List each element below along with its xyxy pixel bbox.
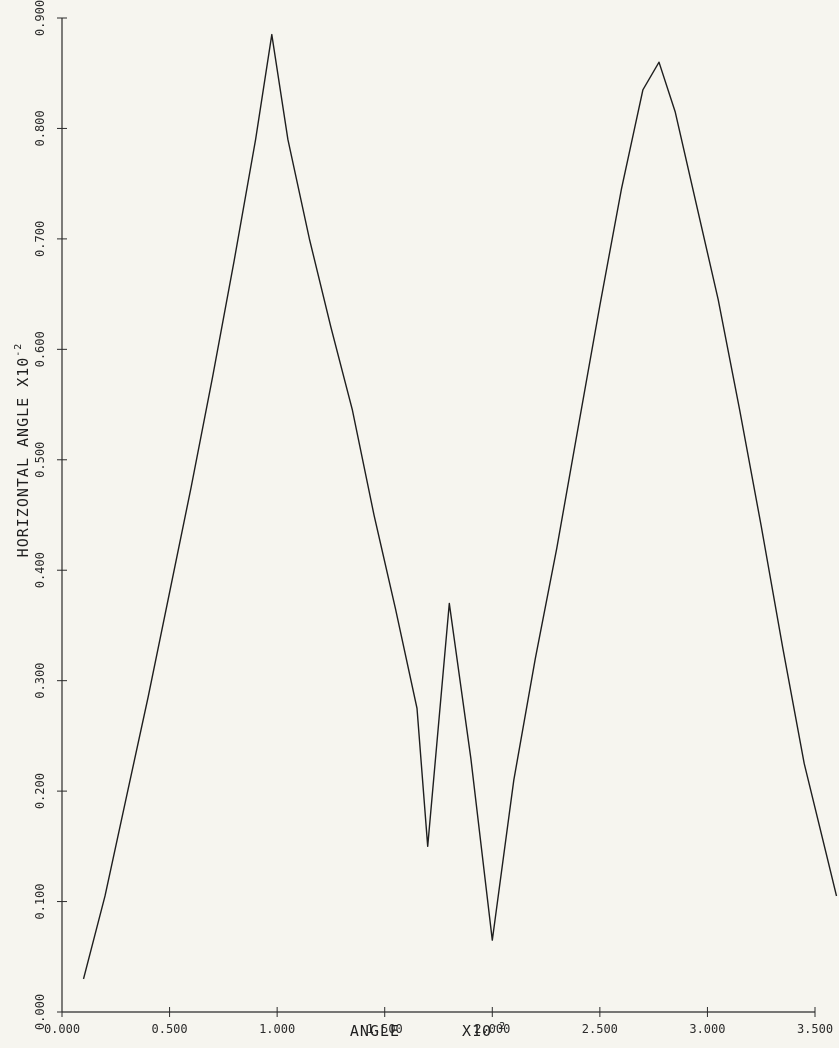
x-tick-label: 2.000 — [474, 1022, 510, 1036]
y-tick-label: 0.300 — [33, 663, 47, 699]
y-axis: 0.000 0.100 0.200 0.300 0.400 0.500 0.600 0.700… — [33, 0, 67, 1030]
y-tick-label: 0.700 — [33, 221, 47, 257]
y-axis-title-text: HORIZONTAL ANGLE X10 — [14, 357, 32, 558]
x-tick-label: 2.500 — [582, 1022, 618, 1036]
y-axis-title: HORIZONTAL ANGLE X10-2 — [13, 343, 32, 558]
series-line — [82, 33, 838, 980]
y-tick-label: 0.100 — [33, 883, 47, 919]
series-layer — [82, 33, 838, 980]
x-tick-label: 1.500 — [367, 1022, 403, 1036]
y-axis-title-exponent: -2 — [13, 343, 24, 357]
x-axis-scale: X10-2 — [462, 1021, 506, 1040]
x-axis-scale-exponent: -2 — [492, 1021, 506, 1032]
y-tick-label: 0.200 — [33, 773, 47, 809]
x-tick-label: 0.000 — [44, 1022, 80, 1036]
x-tick-label: 1.000 — [259, 1022, 295, 1036]
x-axis-scale-text: X10 — [462, 1022, 492, 1040]
y-tick-label: 0.900 — [33, 0, 47, 36]
x-tick-label: 3.000 — [689, 1022, 725, 1036]
x-axis-title: ANGLE — [350, 1022, 400, 1040]
x-tick-label: 3.500 — [797, 1022, 833, 1036]
x-tick-label: 0.500 — [152, 1022, 188, 1036]
y-tick-label: 0.600 — [33, 331, 47, 367]
x-axis: 0.000 0.500 1.000 1.500 2.000 2.500 3.000 3.500 — [44, 1007, 833, 1036]
y-tick-label: 0.000 — [33, 994, 47, 1030]
y-tick-label: 0.800 — [33, 110, 47, 146]
y-tick-label: 0.500 — [33, 442, 47, 478]
y-tick-label: 0.400 — [33, 552, 47, 588]
